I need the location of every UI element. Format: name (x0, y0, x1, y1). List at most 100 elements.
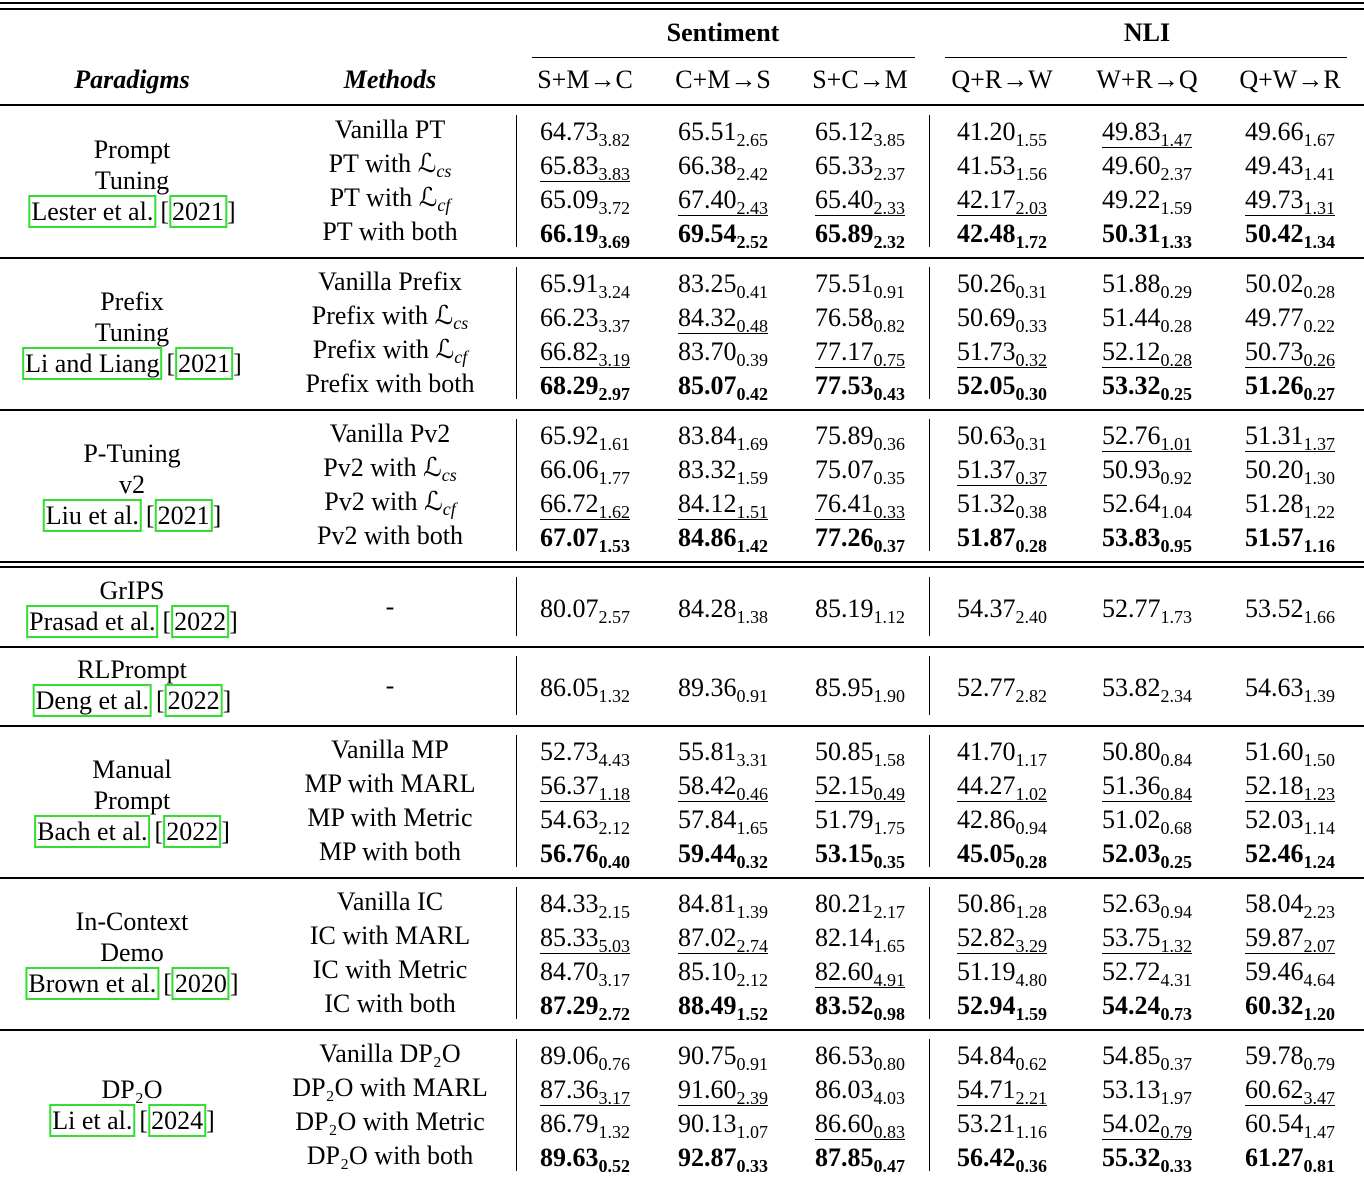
cell-std: 4.91 (873, 970, 906, 990)
cell-value: 50.85 (815, 737, 874, 766)
cell-value: 69.54 (678, 219, 737, 248)
citation: Brown et al.[2020] (25, 967, 239, 1000)
cell-std: 0.80 (873, 1054, 906, 1074)
cell: 44.271.02 (957, 771, 1047, 803)
cell: 49.831.47 (1102, 117, 1192, 149)
cell: 89.060.76 (540, 1043, 630, 1074)
cell: 54.632.12 (540, 805, 630, 838)
cell-std: 1.41 (1303, 164, 1336, 184)
cell-value: 53.15 (815, 839, 874, 868)
cell-value: 41.70 (957, 737, 1016, 766)
cell-value: 89.63 (540, 1143, 599, 1172)
cell-content: 59.872.07 (1245, 923, 1335, 955)
cell-content: 54.632.12 (540, 805, 630, 838)
cell-content: 85.191.12 (815, 594, 905, 626)
bracket: [ (154, 817, 164, 846)
rule (516, 887, 518, 1019)
cell: 65.833.83 (540, 151, 630, 183)
cell-value: 53.21 (957, 1109, 1016, 1138)
cell-value: 53.82 (1102, 672, 1161, 702)
cell-std: 0.38 (1015, 502, 1048, 522)
cell-std: 0.79 (1303, 1054, 1336, 1074)
cell-std: 1.67 (1303, 130, 1336, 150)
cell-value: 42.86 (957, 805, 1016, 834)
method: Vanilla Prefix (318, 267, 462, 296)
cell-value: 77.26 (815, 523, 874, 552)
cell: 51.281.22 (1245, 489, 1335, 522)
cell-std: 3.17 (598, 970, 631, 990)
cell-content: 65.093.72 (540, 185, 630, 218)
cell-content: 82.604.91 (815, 957, 906, 990)
cell-content: 65.913.24 (540, 269, 630, 302)
cell-std: 1.14 (1303, 818, 1336, 838)
cell-value: 44.27 (957, 771, 1016, 800)
cell-content: 65.833.83 (540, 151, 630, 183)
cell: 61.270.81 (1245, 1143, 1335, 1176)
cell-value: 54.85 (1102, 1041, 1161, 1070)
cell: 51.320.38 (957, 491, 1047, 522)
citation-link: 2024 (148, 1103, 207, 1137)
cell-content: 52.941.59 (957, 991, 1047, 1024)
cell-std: 0.82 (873, 316, 906, 336)
cell: 54.240.73 (1102, 993, 1192, 1024)
cell: 87.363.17 (540, 1075, 630, 1107)
citation: Li and Liang[2021] (22, 347, 242, 380)
cell: 65.892.32 (815, 221, 905, 252)
citation-link: Lester et al. (28, 195, 157, 228)
cell-content: 55.320.33 (1102, 1143, 1192, 1176)
cell-value: 83.70 (678, 337, 737, 366)
cell: 51.601.50 (1245, 739, 1335, 770)
cell-std: 1.02 (1015, 784, 1048, 804)
cell-value: 51.28 (1245, 489, 1304, 518)
cell-value: 50.20 (1245, 455, 1304, 484)
cell: 50.851.58 (815, 737, 905, 770)
cell: 69.542.52 (678, 219, 768, 252)
cell-std: 1.23 (1303, 784, 1336, 804)
cell: 55.320.33 (1102, 1143, 1192, 1176)
cell-value: 68.29 (540, 371, 599, 400)
cell-std: 0.33 (736, 1156, 769, 1176)
rule (0, 1029, 1364, 1031)
cell-value: 64.73 (540, 117, 599, 146)
cell-std: 0.28 (1303, 282, 1336, 302)
cell-content: 87.850.47 (815, 1143, 905, 1176)
cell: 85.102.12 (678, 959, 768, 990)
bracket: ] (212, 501, 222, 530)
cell: 52.641.04 (1102, 491, 1192, 522)
cell-content: 50.020.28 (1245, 269, 1335, 302)
cell: 83.700.39 (678, 337, 768, 370)
cell: 59.780.79 (1245, 1043, 1335, 1074)
citation-link: Li and Liang (22, 347, 163, 380)
cell-content: 51.020.68 (1102, 805, 1192, 838)
cell-std: 1.52 (736, 1004, 769, 1024)
cell: 66.721.62 (540, 489, 630, 521)
cell: 76.580.82 (815, 305, 905, 336)
cell-value: 76.41 (815, 489, 874, 518)
cell-std: 0.28 (1015, 852, 1048, 872)
cell-value: 50.69 (957, 303, 1016, 332)
cell-content: 49.770.22 (1245, 303, 1335, 336)
citation: Li et al.[2024] (49, 1103, 215, 1137)
cell-value: 50.31 (1102, 219, 1161, 248)
cell-content: 88.491.52 (678, 991, 768, 1024)
method: - (385, 591, 395, 621)
column-header: S+M→C (537, 65, 633, 94)
cell: 42.172.03 (957, 185, 1047, 217)
cell: 41.201.55 (957, 119, 1047, 150)
cell-content: 67.071.53 (540, 523, 630, 556)
cell: 41.531.56 (957, 153, 1047, 184)
cell-value: 66.72 (540, 489, 599, 518)
cell: 42.860.94 (957, 805, 1047, 838)
cell: 49.731.31 (1245, 185, 1335, 217)
cell-std: 3.24 (598, 282, 631, 302)
cell-content: 89.630.52 (540, 1143, 630, 1176)
cell: 52.050.30 (957, 373, 1047, 404)
cell-content: 51.880.29 (1102, 269, 1192, 302)
cell-value: 65.33 (815, 151, 874, 180)
cell-content: 69.542.52 (678, 219, 768, 252)
cell-std: 0.31 (1015, 434, 1048, 454)
cell-std: 2.17 (873, 902, 906, 922)
cell-content: 61.270.81 (1245, 1143, 1335, 1176)
column-header: Methods (343, 65, 437, 94)
cell-value: 91.60 (678, 1075, 737, 1104)
